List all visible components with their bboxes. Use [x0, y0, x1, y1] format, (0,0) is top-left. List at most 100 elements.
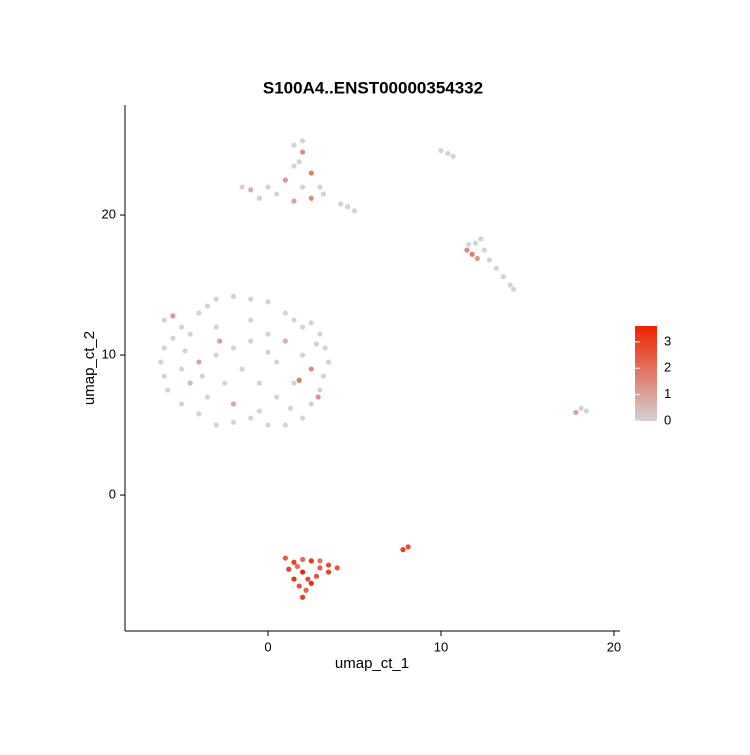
point [445, 150, 451, 157]
point [466, 241, 472, 248]
point [578, 405, 584, 411]
point [239, 366, 245, 372]
point [334, 565, 340, 571]
point [405, 544, 411, 550]
point [213, 324, 219, 330]
point [322, 345, 328, 351]
point [248, 296, 254, 302]
point [204, 394, 211, 400]
point [296, 583, 302, 589]
colorbar-tick-label: 3 [664, 333, 671, 348]
point [507, 282, 513, 288]
point [317, 331, 323, 337]
point [300, 352, 306, 358]
colorbar [635, 326, 657, 421]
point [291, 163, 297, 169]
point [199, 373, 205, 379]
point [464, 247, 470, 253]
point [248, 187, 254, 193]
y-tick-label: 20 [102, 206, 116, 221]
point [291, 317, 297, 323]
point [296, 377, 302, 383]
point [178, 324, 185, 330]
colorbar-tick-label: 0 [664, 412, 671, 427]
point [469, 251, 475, 257]
point [308, 195, 314, 201]
point [308, 170, 314, 176]
point [161, 345, 167, 351]
point [282, 422, 288, 428]
point [486, 257, 493, 263]
point [291, 380, 297, 386]
point [248, 338, 254, 344]
point [308, 320, 314, 326]
point [325, 562, 332, 568]
point [308, 558, 314, 564]
point [274, 191, 280, 197]
point [500, 274, 506, 280]
point [265, 184, 271, 190]
point [291, 142, 297, 148]
point [282, 177, 288, 183]
point [296, 159, 302, 165]
point [400, 547, 406, 553]
point [313, 341, 320, 347]
x-tick-label: 20 [607, 639, 621, 654]
point [196, 310, 202, 316]
point [187, 331, 193, 337]
point [286, 566, 292, 572]
point [265, 299, 271, 305]
point [303, 587, 309, 593]
point [450, 153, 456, 159]
point [274, 359, 280, 365]
x-axis-label: umap_ct_1 [335, 655, 409, 672]
point [300, 594, 306, 600]
point [178, 401, 185, 407]
point [213, 352, 219, 358]
point [161, 373, 167, 379]
point [282, 338, 288, 344]
point [305, 576, 311, 582]
point [300, 138, 306, 144]
point [325, 569, 332, 575]
point [474, 255, 480, 262]
point [230, 345, 237, 351]
point [300, 184, 306, 190]
point [317, 565, 323, 571]
point [438, 148, 444, 154]
point [320, 191, 326, 197]
colorbar-tick-label: 2 [664, 360, 671, 375]
point [308, 401, 314, 407]
x-tick-label: 0 [264, 639, 271, 654]
point [158, 359, 164, 365]
point [300, 556, 306, 563]
point [481, 247, 487, 253]
point [239, 184, 245, 190]
point [291, 576, 297, 582]
point [178, 366, 185, 372]
point [256, 408, 262, 414]
point [300, 324, 306, 330]
x-tick-label: 10 [434, 639, 448, 654]
point [256, 380, 262, 386]
point [248, 317, 254, 323]
point [300, 415, 306, 421]
point [294, 563, 301, 570]
point [308, 366, 314, 372]
colorbar-tick-label: 1 [664, 386, 671, 401]
point [308, 580, 314, 586]
point [351, 208, 358, 214]
point [478, 236, 484, 242]
point [282, 555, 288, 561]
point [213, 296, 219, 302]
point [325, 359, 332, 365]
point [313, 573, 320, 579]
chart-title: S100A4..ENST00000354332 [263, 78, 483, 97]
point [573, 409, 579, 416]
point [315, 394, 321, 400]
point [511, 286, 517, 292]
point [265, 331, 271, 337]
point [170, 313, 176, 319]
point [291, 198, 297, 204]
